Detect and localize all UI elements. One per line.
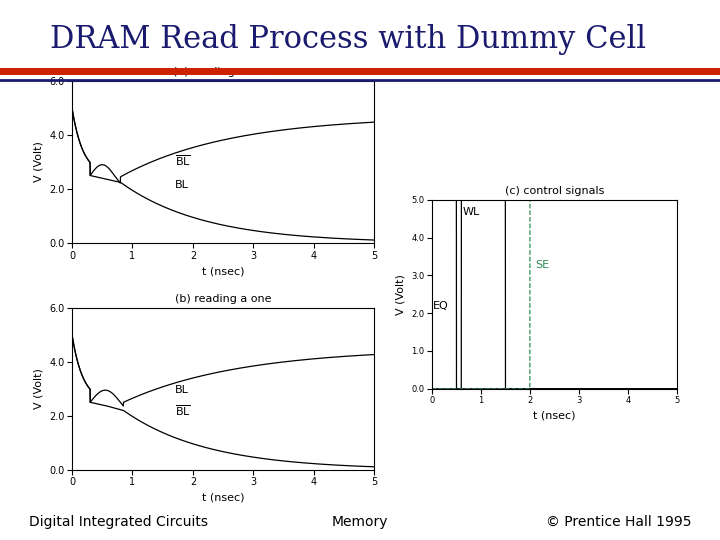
Text: Memory: Memory (332, 515, 388, 529)
Title: (c) control signals: (c) control signals (505, 186, 604, 196)
X-axis label: t (nsec): t (nsec) (533, 411, 576, 421)
Y-axis label: V (Volt): V (Volt) (395, 274, 405, 315)
Text: DRAM Read Process with Dummy Cell: DRAM Read Process with Dummy Cell (50, 24, 647, 55)
Text: EQ: EQ (433, 301, 449, 312)
Title: (a) reading a zero: (a) reading a zero (174, 68, 273, 77)
Title: (b) reading a one: (b) reading a one (175, 294, 271, 304)
Y-axis label: V (Volt): V (Volt) (33, 368, 43, 409)
Y-axis label: V (Volt): V (Volt) (33, 141, 43, 183)
Text: SE: SE (535, 260, 549, 270)
Text: BL: BL (175, 385, 189, 395)
Text: Digital Integrated Circuits: Digital Integrated Circuits (29, 515, 208, 529)
X-axis label: t (nsec): t (nsec) (202, 493, 245, 503)
Text: $\overline{\rm BL}$: $\overline{\rm BL}$ (175, 153, 191, 168)
Text: WL: WL (462, 207, 480, 217)
Text: © Prentice Hall 1995: © Prentice Hall 1995 (546, 515, 691, 529)
X-axis label: t (nsec): t (nsec) (202, 266, 245, 276)
Text: BL: BL (175, 180, 189, 190)
Text: $\overline{\rm BL}$: $\overline{\rm BL}$ (175, 403, 191, 418)
